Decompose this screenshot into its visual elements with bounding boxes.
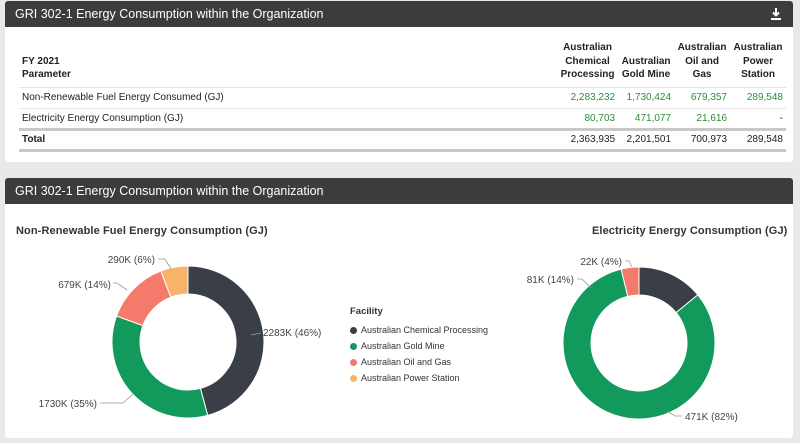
leader-line bbox=[158, 258, 172, 270]
donut-charts: 2283K (46%) 1730K (35%) 679K (14%) 290K (6%… bbox=[39, 255, 738, 423]
data-label: 471K (82%) bbox=[685, 412, 738, 423]
table-cell: 21,616 bbox=[674, 107, 731, 129]
column-header-oil: Australian Oil and Gas bbox=[674, 41, 730, 87]
donut-slice[interactable] bbox=[160, 265, 189, 298]
col-line: Chemical bbox=[565, 55, 610, 67]
leader-line bbox=[577, 278, 592, 289]
total-cell: 700,973 bbox=[674, 127, 731, 152]
electricity-donut-chart: 81K (14%) 471K (82%) 22K (4%) bbox=[527, 257, 738, 423]
donut-slice[interactable] bbox=[187, 265, 265, 417]
legend-label: Australian Power Station bbox=[361, 373, 460, 383]
leader-line bbox=[250, 332, 262, 336]
col-line: Australian bbox=[677, 42, 727, 53]
legend-color-dot bbox=[350, 358, 357, 366]
legend-label: Australian Gold Mine bbox=[361, 341, 445, 351]
total-cell: 2,201,501 bbox=[618, 127, 675, 152]
total-cell: 2,363,935 bbox=[557, 127, 619, 152]
parameter-header: FY 2021 Parameter bbox=[19, 41, 557, 87]
data-label: 1730K (35%) bbox=[39, 399, 97, 410]
leader-line bbox=[666, 410, 682, 417]
charts-panel-header: GRI 302-1 Energy Consumption within the … bbox=[5, 178, 793, 204]
leader-line bbox=[625, 260, 633, 268]
facility-legend: Facility Australian Chemical Processing A… bbox=[350, 306, 488, 386]
donut-slice[interactable] bbox=[115, 270, 172, 327]
electricity-chart-title: Electricity Energy Consumption (GJ) bbox=[592, 225, 788, 237]
data-label: 81K (14%) bbox=[527, 275, 574, 286]
total-cell: 289,548 bbox=[730, 127, 786, 152]
table-row: Electricity Energy Consumption (GJ) 80,7… bbox=[19, 107, 786, 129]
table-cell: 679,357 bbox=[674, 86, 731, 108]
legend-color-dot bbox=[350, 342, 357, 350]
table-row: Non-Renewable Fuel Energy Consumed (GJ) … bbox=[19, 86, 786, 108]
col-line: Gold Mine bbox=[621, 69, 671, 80]
fuel-chart-title: Non-Renewable Fuel Energy Consumption (G… bbox=[16, 225, 268, 237]
column-header-chemical: Australian Chemical Processing bbox=[557, 41, 618, 87]
total-row: Total 2,363,935 2,201,501 700,973 289,54… bbox=[19, 127, 786, 152]
fuel-donut-chart: 2283K (46%) 1730K (35%) 679K (14%) 290K (6%… bbox=[39, 255, 321, 419]
legend-item[interactable]: Australian Power Station bbox=[350, 370, 488, 386]
table-cell: 289,548 bbox=[730, 86, 786, 108]
legend-item[interactable]: Australian Chemical Processing bbox=[350, 322, 488, 338]
column-header-power: Australian Power Station bbox=[730, 41, 786, 87]
col-line: Australian bbox=[563, 42, 612, 53]
legend-color-dot bbox=[350, 374, 357, 382]
download-icon[interactable] bbox=[769, 7, 783, 21]
energy-charts-panel: GRI 302-1 Energy Consumption within the … bbox=[5, 178, 793, 438]
column-header-gold: Australian Gold Mine bbox=[618, 41, 674, 87]
row-label: Electricity Energy Consumption (GJ) bbox=[19, 107, 557, 129]
table-cell: 1,730,424 bbox=[618, 86, 675, 108]
data-label: 2283K (46%) bbox=[263, 328, 321, 339]
col-line: Australian bbox=[733, 42, 783, 53]
data-label: 679K (14%) bbox=[58, 280, 111, 291]
legend-title: Facility bbox=[350, 306, 383, 317]
legend-label: Australian Oil and Gas bbox=[361, 357, 452, 367]
col-line: Oil and bbox=[685, 55, 719, 67]
table-cell: 80,703 bbox=[557, 107, 619, 129]
col-line: Gas bbox=[692, 69, 712, 80]
leader-line bbox=[113, 282, 128, 291]
table-panel-header: GRI 302-1 Energy Consumption within the … bbox=[5, 1, 793, 27]
table-cell: 2,283,232 bbox=[557, 86, 619, 108]
col-line: Station bbox=[741, 69, 775, 80]
total-label: Total bbox=[19, 127, 557, 152]
row-label: Non-Renewable Fuel Energy Consumed (GJ) bbox=[19, 86, 557, 108]
data-label: 290K (6%) bbox=[108, 255, 155, 266]
table-header-row: FY 2021 Parameter Australian Chemical Pr… bbox=[19, 41, 786, 87]
donut-slice[interactable] bbox=[111, 315, 209, 419]
col-line: Processing bbox=[560, 69, 615, 80]
leader-line bbox=[100, 393, 134, 404]
legend-item[interactable]: Australian Oil and Gas bbox=[350, 354, 488, 370]
legend-color-dot bbox=[350, 326, 357, 334]
donut-slice[interactable] bbox=[620, 266, 640, 297]
table-cell: 471,077 bbox=[618, 107, 675, 129]
donut-slice[interactable] bbox=[562, 268, 716, 420]
parameter-label: Parameter bbox=[22, 69, 71, 80]
charts-panel-title: GRI 302-1 Energy Consumption within the … bbox=[15, 184, 324, 198]
col-line: Power bbox=[743, 55, 774, 67]
energy-table-panel: GRI 302-1 Energy Consumption within the … bbox=[5, 1, 793, 162]
table-panel-title: GRI 302-1 Energy Consumption within the … bbox=[15, 7, 324, 21]
table-cell: - bbox=[730, 107, 786, 129]
data-label: 22K (4%) bbox=[580, 257, 622, 268]
energy-table: FY 2021 Parameter Australian Chemical Pr… bbox=[19, 41, 786, 152]
legend-item[interactable]: Australian Gold Mine bbox=[350, 338, 488, 354]
col-line: Australian bbox=[621, 55, 671, 67]
legend-label: Australian Chemical Processing bbox=[361, 325, 489, 335]
fy-label: FY 2021 bbox=[22, 55, 60, 67]
